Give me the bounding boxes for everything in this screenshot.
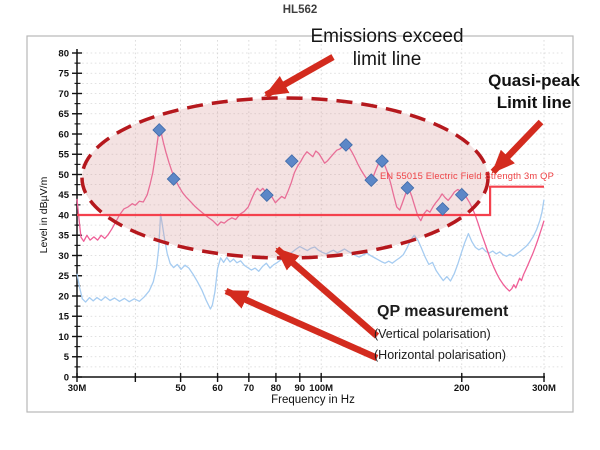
x-tick-label: 200 bbox=[454, 383, 470, 394]
annotation-arrow bbox=[490, 119, 544, 175]
horizontal-polarisation-series bbox=[76, 199, 545, 310]
chart-title: HL562 bbox=[282, 4, 318, 16]
y-tick-label: 50 bbox=[58, 170, 69, 181]
x-tick-label: 60 bbox=[212, 383, 223, 394]
y-tick-label: 20 bbox=[58, 291, 69, 302]
qp-diamond-marker bbox=[435, 202, 450, 216]
quasi-peak-annotation: Quasi-peak Limit line bbox=[452, 70, 600, 114]
x-tick-label: 90 bbox=[295, 383, 306, 394]
x-tick-label: 70 bbox=[244, 383, 255, 394]
qp-diamond-marker bbox=[284, 154, 299, 169]
qp-diamond-marker bbox=[400, 180, 415, 195]
qp-diamond-marker bbox=[259, 188, 274, 203]
quasi-peak-line2: Limit line bbox=[496, 93, 572, 112]
annotation-arrow bbox=[224, 288, 379, 361]
x-tick-label: 80 bbox=[271, 383, 282, 394]
annotation-arrows bbox=[224, 54, 544, 361]
emissions-exceed-line2: limit line bbox=[352, 49, 422, 70]
y-tick-label: 45 bbox=[58, 190, 69, 201]
y-tick-label: 30 bbox=[58, 251, 69, 262]
qp-diamond-marker bbox=[375, 154, 389, 169]
y-tick-label: 65 bbox=[58, 109, 69, 120]
qp-diamond-marker bbox=[166, 172, 181, 186]
qp-diamond-marker bbox=[364, 173, 379, 188]
x-axis-title: Frequency in Hz bbox=[271, 394, 355, 406]
annotation-arrow bbox=[264, 54, 335, 98]
y-axis-title: Level in dBµV/m bbox=[38, 176, 50, 254]
y-tick-label: 55 bbox=[58, 150, 69, 161]
y-tick-label: 10 bbox=[58, 332, 69, 343]
y-tick-label: 60 bbox=[58, 129, 69, 140]
quasi-peak-line1: Quasi-peak bbox=[488, 71, 580, 90]
emissions-exceed-annotation: Emissions exceed limit line bbox=[276, 25, 498, 71]
qp-marker-points bbox=[152, 123, 469, 216]
x-tick-label: 50 bbox=[175, 383, 186, 394]
y-tick-label: 70 bbox=[58, 89, 69, 100]
x-tick-label: 100M bbox=[309, 383, 333, 394]
qp-diamond-marker bbox=[454, 187, 469, 202]
y-tick-label: 15 bbox=[58, 312, 69, 323]
vertical-polarisation-label: (Vertical polarisation) bbox=[374, 327, 491, 341]
qp-diamond-marker bbox=[152, 123, 167, 137]
emissions-exceed-line1: Emissions exceed bbox=[310, 26, 464, 47]
qp-measurement-label: QP measurement bbox=[377, 303, 509, 320]
y-tick-label: 5 bbox=[64, 352, 70, 363]
x-tick-label: 30M bbox=[68, 383, 87, 394]
y-tick-label: 0 bbox=[64, 372, 69, 383]
horizontal-polarisation-label: (Horizontal polarisation) bbox=[374, 348, 507, 362]
limit-line bbox=[77, 185, 544, 217]
y-tick-label: 80 bbox=[58, 48, 69, 59]
limit-line-label: EN 55015 Electric Field Strength 3m QP bbox=[380, 171, 554, 181]
qp-diamond-marker bbox=[339, 138, 353, 152]
axes: 0 5 10 15 20 25 30 35 40 45 50 55 60 65 70 75 80 30M 50 60 7… bbox=[58, 48, 556, 394]
y-tick-label: 75 bbox=[58, 69, 69, 80]
y-tick-label: 35 bbox=[58, 231, 69, 242]
y-tick-label: 40 bbox=[58, 210, 69, 221]
y-tick-label: 25 bbox=[58, 271, 69, 282]
annotation-arrow bbox=[274, 246, 380, 339]
x-tick-label: 300M bbox=[532, 383, 556, 394]
